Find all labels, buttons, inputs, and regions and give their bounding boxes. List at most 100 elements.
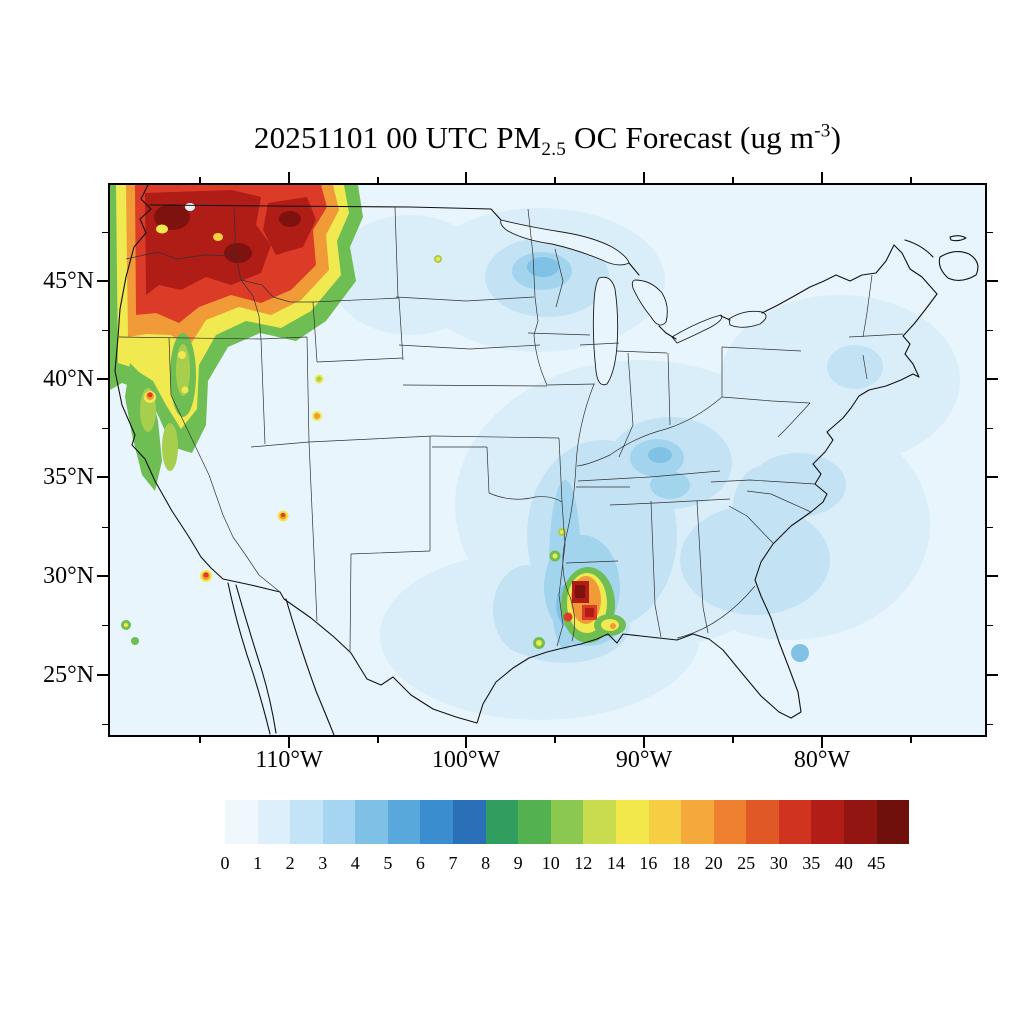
- axis-tick: [985, 476, 998, 478]
- colorbar-tick-label: 14: [606, 853, 625, 873]
- lon-tick-label: 90°W: [615, 747, 673, 773]
- axis-tick: [985, 378, 998, 380]
- axis-tick: [985, 427, 993, 429]
- axis-tick: [985, 231, 993, 233]
- title-superscript: -3: [814, 120, 831, 142]
- axis-tick: [643, 735, 645, 748]
- axis-tick: [199, 735, 201, 743]
- colorbar-box: [550, 800, 584, 844]
- colorbar-box: [746, 800, 779, 844]
- colorbar-box: [225, 800, 258, 844]
- lon-tick-label: 100°W: [431, 747, 501, 773]
- page-title: 20251101 00 UTC PM2.5 OC Forecast (ug m-…: [110, 120, 985, 161]
- axis-tick: [985, 624, 993, 626]
- colorbar-box: [518, 800, 551, 844]
- lon-tick-label: 110°W: [255, 747, 323, 773]
- colorbar-tick-label: 6: [415, 853, 425, 873]
- colorbar-tick-label: 30: [769, 853, 788, 873]
- axis-tick: [102, 526, 110, 528]
- axis-tick: [985, 575, 998, 577]
- colorbar-tick-label: 12: [574, 853, 593, 873]
- colorbar-box: [811, 800, 844, 844]
- colorbar-tick-label: 45: [867, 853, 886, 873]
- lat-tick-label: 35°N: [43, 464, 94, 490]
- colorbar-box: [322, 800, 356, 844]
- lat-tick-label: 40°N: [43, 366, 94, 392]
- colorbar-tick-label: 18: [672, 853, 690, 873]
- colorbar-tick-label: 9: [513, 853, 523, 873]
- axis-tick: [97, 575, 110, 577]
- colorbar-box: [420, 800, 454, 844]
- colorbar-box: [290, 800, 323, 844]
- colorbar-box: [355, 800, 388, 844]
- colorbar-tick-label: 35: [802, 853, 821, 873]
- axis-tick: [288, 735, 290, 748]
- axis-tick: [732, 177, 734, 185]
- colorbar-tick-label: 40: [834, 853, 853, 873]
- lake-superior: [500, 219, 630, 266]
- axis-tick: [821, 735, 823, 748]
- hotspot-california: [125, 333, 212, 582]
- axis-tick: [910, 735, 912, 743]
- coastline: [114, 185, 979, 735]
- lon-tick-label: 80°W: [793, 747, 851, 773]
- title-middle: OC Forecast (ug m: [566, 120, 815, 155]
- colorbar-labels: 0 1 2 3 4 5 6 7 8 9 10 12 14 16 18 20 25 30 35 40 45: [221, 852, 909, 876]
- colorbar-tick-label: 0: [220, 853, 230, 873]
- colorbar-tick-label: 10: [541, 853, 560, 873]
- colorbar-box: [876, 800, 910, 844]
- axis-tick: [288, 172, 290, 185]
- colorbar-tick-label: 20: [704, 853, 723, 873]
- axis-tick: [97, 476, 110, 478]
- axis-tick: [985, 526, 993, 528]
- colorbar-box: [485, 800, 519, 844]
- colorbar-box: [843, 800, 877, 844]
- lat-tick-label: 30°N: [43, 563, 94, 589]
- axis-tick: [377, 735, 379, 743]
- lake-ontario: [728, 310, 767, 328]
- colorbar-tick-label: 2: [285, 853, 295, 873]
- axis-tick: [465, 735, 467, 748]
- colorbar-box: [713, 800, 747, 844]
- axis-tick: [643, 172, 645, 185]
- axis-tick: [102, 723, 110, 725]
- axis-tick: [985, 329, 993, 331]
- colorbar-box: [257, 800, 291, 844]
- axis-tick: [199, 177, 201, 185]
- axis-tick: [732, 735, 734, 743]
- colorbar-tick-label: 5: [383, 853, 393, 873]
- colorbar-tick-label: 7: [448, 853, 458, 873]
- axis-tick: [554, 177, 556, 185]
- axis-tick: [97, 378, 110, 380]
- colorbar-box: [615, 800, 649, 844]
- axis-tick: [985, 723, 993, 725]
- lake-huron: [631, 279, 668, 326]
- axis-tick: [377, 177, 379, 185]
- lake-erie: [671, 314, 723, 344]
- colorbar-tick-label: 3: [318, 853, 328, 873]
- axis-tick: [97, 280, 110, 282]
- title-subscript: 2.5: [541, 139, 567, 161]
- colorbar-box: [453, 800, 486, 844]
- lat-tick-label: 45°N: [43, 268, 94, 294]
- colorbar-tick-label: 1: [253, 853, 263, 873]
- hotspot-interior-west: [277, 255, 442, 522]
- colorbar-tick-label: 25: [737, 853, 756, 873]
- colorbar-box: [583, 800, 616, 844]
- forecast-map: [110, 185, 985, 735]
- axis-tick: [821, 172, 823, 185]
- colorbar-tick-label: 4: [350, 853, 360, 873]
- lake-michigan: [592, 276, 619, 386]
- title-suffix: ): [830, 120, 842, 155]
- colorbar-tick-label: 16: [639, 853, 658, 873]
- colorbar: [225, 800, 910, 844]
- axis-tick: [465, 172, 467, 185]
- colorbar-box: [648, 800, 682, 844]
- state-borders: [118, 206, 904, 652]
- axis-tick: [102, 624, 110, 626]
- colorbar-tick-label: 8: [481, 853, 491, 873]
- colorbar-box: [681, 800, 714, 844]
- title-prefix: 20251101 00 UTC PM: [253, 120, 542, 155]
- axis-tick: [554, 735, 556, 743]
- axis-tick: [102, 329, 110, 331]
